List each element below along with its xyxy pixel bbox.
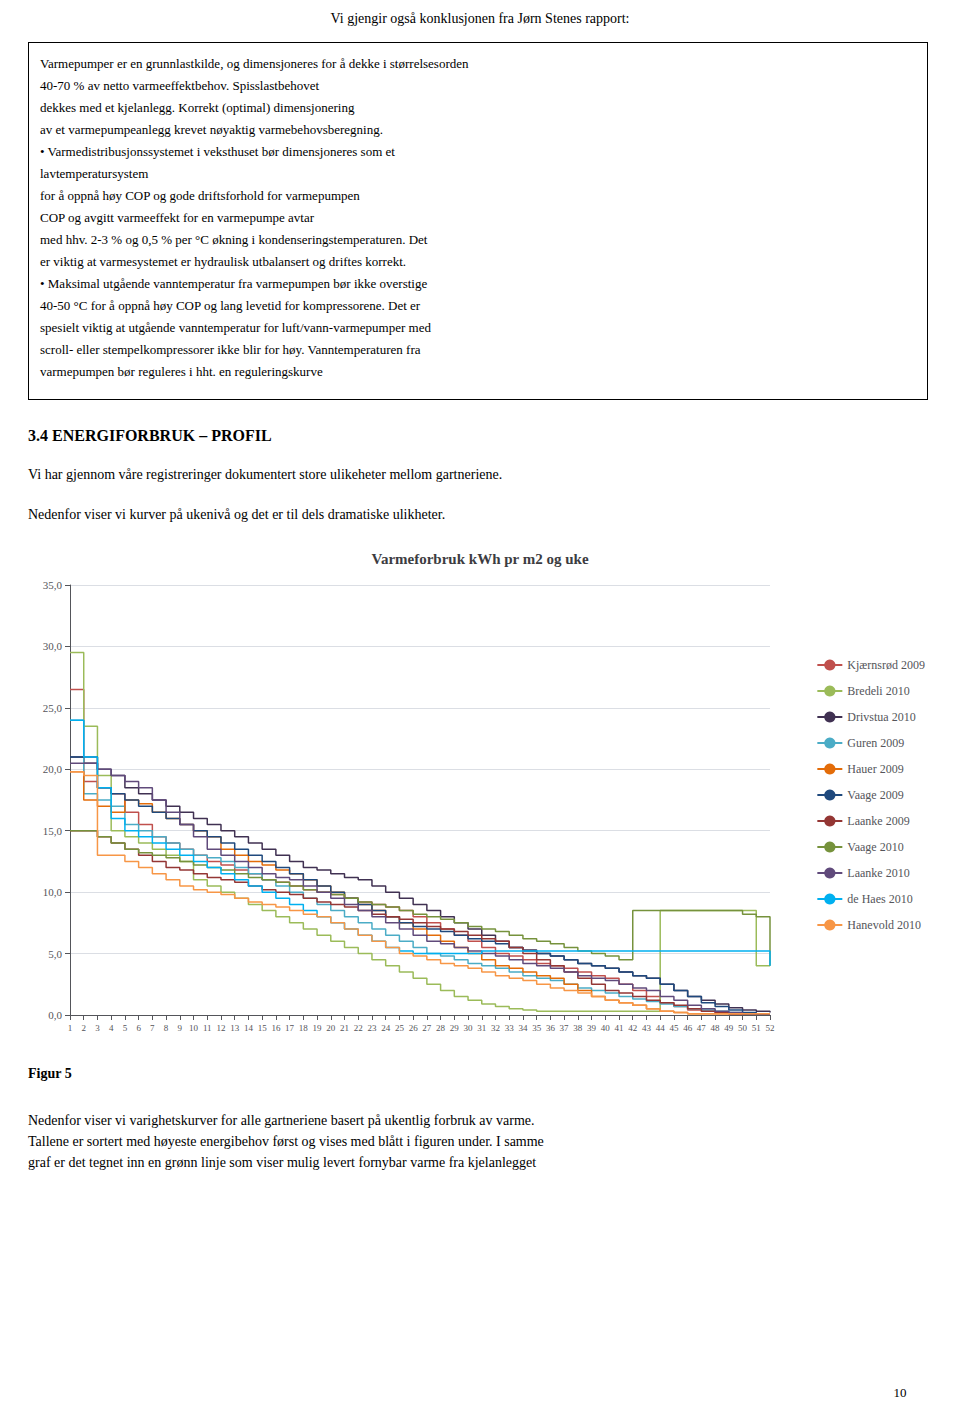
html-text:40-70 % av netto varmeeffektbe: 40-70 % av netto varmeeffektbehov. Spiss… — [40, 78, 320, 93]
html-text:spesielt viktig at utgående va: spesielt viktig at utgående vanntemperat… — [40, 320, 431, 335]
svg-text:33: 33 — [505, 1023, 515, 1033]
svg-text:12: 12 — [216, 1023, 225, 1033]
svg-text:22: 22 — [354, 1023, 363, 1033]
svg-text:43: 43 — [642, 1023, 652, 1033]
svg-text:Bredeli 2010: Bredeli 2010 — [847, 684, 909, 698]
svg-text:6: 6 — [136, 1023, 141, 1033]
svg-text:16: 16 — [271, 1023, 281, 1033]
svg-text:Drivstua 2010: Drivstua 2010 — [847, 710, 915, 724]
svg-text:44: 44 — [656, 1023, 666, 1033]
svg-text:38: 38 — [573, 1023, 583, 1033]
html-text:lavtemperatursystem: lavtemperatursystem — [40, 166, 149, 181]
html-text:Vi har gjennom våre registreri: Vi har gjennom våre registreringer dokum… — [28, 467, 503, 482]
html-text:er viktig at varmesystemet er: er viktig at varmesystemet er hydraulisk… — [40, 254, 407, 269]
html-text:Nedenfor viser vi varighetskur: Nedenfor viser vi varighetskurver for al… — [28, 1113, 544, 1170]
svg-text:42: 42 — [628, 1023, 637, 1033]
svg-text:9: 9 — [178, 1023, 183, 1033]
svg-text:Laanke 2010: Laanke 2010 — [847, 866, 909, 880]
svg-text:41: 41 — [615, 1023, 624, 1033]
svg-text:49: 49 — [724, 1023, 734, 1033]
svg-text:40: 40 — [601, 1023, 611, 1033]
svg-text:34: 34 — [518, 1023, 528, 1033]
html-text:• Maksimal utgående vanntemper: • Maksimal utgående vanntemperatur fra v… — [40, 276, 428, 291]
svg-text:11: 11 — [203, 1023, 212, 1033]
svg-text:36: 36 — [546, 1023, 556, 1033]
html-text:for å oppnå høy COP og gode dr: for å oppnå høy COP og gode driftsforhol… — [40, 188, 360, 203]
svg-text:26: 26 — [409, 1023, 419, 1033]
svg-text:19: 19 — [313, 1023, 323, 1033]
svg-text:5: 5 — [123, 1023, 128, 1033]
svg-text:27: 27 — [422, 1023, 432, 1033]
svg-text:30,0: 30,0 — [43, 640, 63, 652]
html-text:av et varmepumpeanlegg krevet: av et varmepumpeanlegg krevet nøyaktig v… — [40, 122, 383, 137]
svg-text:48: 48 — [711, 1023, 721, 1033]
svg-text:30: 30 — [464, 1023, 474, 1033]
html-text:Figur 5: Figur 5 — [28, 1066, 72, 1081]
svg-text:1: 1 — [68, 1023, 73, 1033]
svg-text:13: 13 — [230, 1023, 240, 1033]
svg-text:17: 17 — [285, 1023, 295, 1033]
svg-text:18: 18 — [299, 1023, 309, 1033]
svg-text:3: 3 — [95, 1023, 100, 1033]
svg-text:29: 29 — [450, 1023, 460, 1033]
svg-text:0,0: 0,0 — [48, 1009, 62, 1021]
svg-text:45: 45 — [669, 1023, 679, 1033]
svg-text:14: 14 — [244, 1023, 254, 1033]
svg-text:2: 2 — [81, 1023, 86, 1033]
html-text:Varmepumper er en grunnlastkil: Varmepumper er en grunnlastkilde, og dim… — [40, 56, 469, 71]
svg-text:23: 23 — [367, 1023, 377, 1033]
svg-text:8: 8 — [164, 1023, 169, 1033]
svg-text:31: 31 — [477, 1023, 486, 1033]
svg-text:15: 15 — [258, 1023, 268, 1033]
html-text:med hhv. 2-3 % og 0,5 % per °C: med hhv. 2-3 % og 0,5 % per °C økning i … — [40, 232, 428, 247]
html-text:varmepumpen bør reguleres i hh: varmepumpen bør reguleres i hht. en regu… — [40, 364, 323, 379]
svg-text:28: 28 — [436, 1023, 446, 1033]
svg-text:39: 39 — [587, 1023, 597, 1033]
svg-text:15,0: 15,0 — [43, 825, 63, 837]
svg-text:20: 20 — [326, 1023, 336, 1033]
svg-text:Kjærnsrød 2009: Kjærnsrød 2009 — [847, 658, 925, 672]
html-text:• Varmedistribusjonssystemet i: • Varmedistribusjonssystemet i veksthuse… — [40, 144, 395, 159]
svg-text:5,0: 5,0 — [48, 948, 62, 960]
html-text:3.4 ENERGIFORBRUK – PROFIL: 3.4 ENERGIFORBRUK – PROFIL — [28, 427, 272, 444]
svg-text:Vaage 2009: Vaage 2009 — [847, 788, 903, 802]
svg-text:51: 51 — [752, 1023, 761, 1033]
html-text:Nedenfor viser vi kurver på uk: Nedenfor viser vi kurver på ukenivå og d… — [28, 507, 446, 522]
svg-text:24: 24 — [381, 1023, 391, 1033]
svg-text:52: 52 — [766, 1023, 775, 1033]
svg-text:21: 21 — [340, 1023, 349, 1033]
svg-text:46: 46 — [683, 1023, 693, 1033]
svg-text:10,0: 10,0 — [43, 886, 63, 898]
svg-text:Varmeforbruk kWh pr m2 og uke: Varmeforbruk kWh pr m2 og uke — [371, 551, 588, 567]
html-text:dekkes med et kjelanlegg. Korr: dekkes med et kjelanlegg. Korrekt (optim… — [40, 100, 355, 115]
html-text:10: 10 — [893, 1385, 907, 1400]
svg-text:de Haes 2010: de Haes 2010 — [847, 892, 912, 906]
svg-text:Guren 2009: Guren 2009 — [847, 736, 904, 750]
svg-text:35,0: 35,0 — [43, 579, 63, 591]
svg-text:32: 32 — [491, 1023, 500, 1033]
svg-text:4: 4 — [109, 1023, 114, 1033]
svg-text:25: 25 — [395, 1023, 405, 1033]
html-text:COP og avgitt varmeeffekt for: COP og avgitt varmeeffekt for en varmepu… — [40, 210, 314, 225]
svg-text:10: 10 — [189, 1023, 199, 1033]
html-text:scroll- eller stempelkompresso: scroll- eller stempelkompressorer ikke b… — [40, 342, 421, 357]
svg-text:20,0: 20,0 — [43, 763, 63, 775]
html-text:Vi gjengir også konklusjonen f: Vi gjengir også konklusjonen fra Jørn St… — [330, 11, 630, 26]
svg-text:35: 35 — [532, 1023, 542, 1033]
svg-text:7: 7 — [150, 1023, 155, 1033]
svg-text:47: 47 — [697, 1023, 707, 1033]
svg-text:Hauer 2009: Hauer 2009 — [847, 762, 903, 776]
svg-text:Hanevold 2010: Hanevold 2010 — [847, 918, 921, 932]
svg-text:Laanke 2009: Laanke 2009 — [847, 814, 909, 828]
svg-text:Vaage 2010: Vaage 2010 — [847, 840, 903, 854]
svg-text:37: 37 — [560, 1023, 570, 1033]
svg-text:25,0: 25,0 — [43, 702, 63, 714]
svg-text:50: 50 — [738, 1023, 748, 1033]
html-text:40-50 °C for å oppnå høy COP o: 40-50 °C for å oppnå høy COP og lang lev… — [40, 298, 421, 313]
